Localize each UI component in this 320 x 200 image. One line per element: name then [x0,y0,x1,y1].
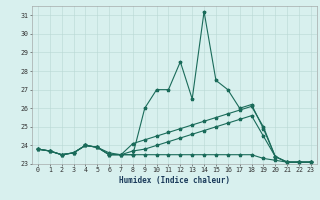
X-axis label: Humidex (Indice chaleur): Humidex (Indice chaleur) [119,176,230,185]
